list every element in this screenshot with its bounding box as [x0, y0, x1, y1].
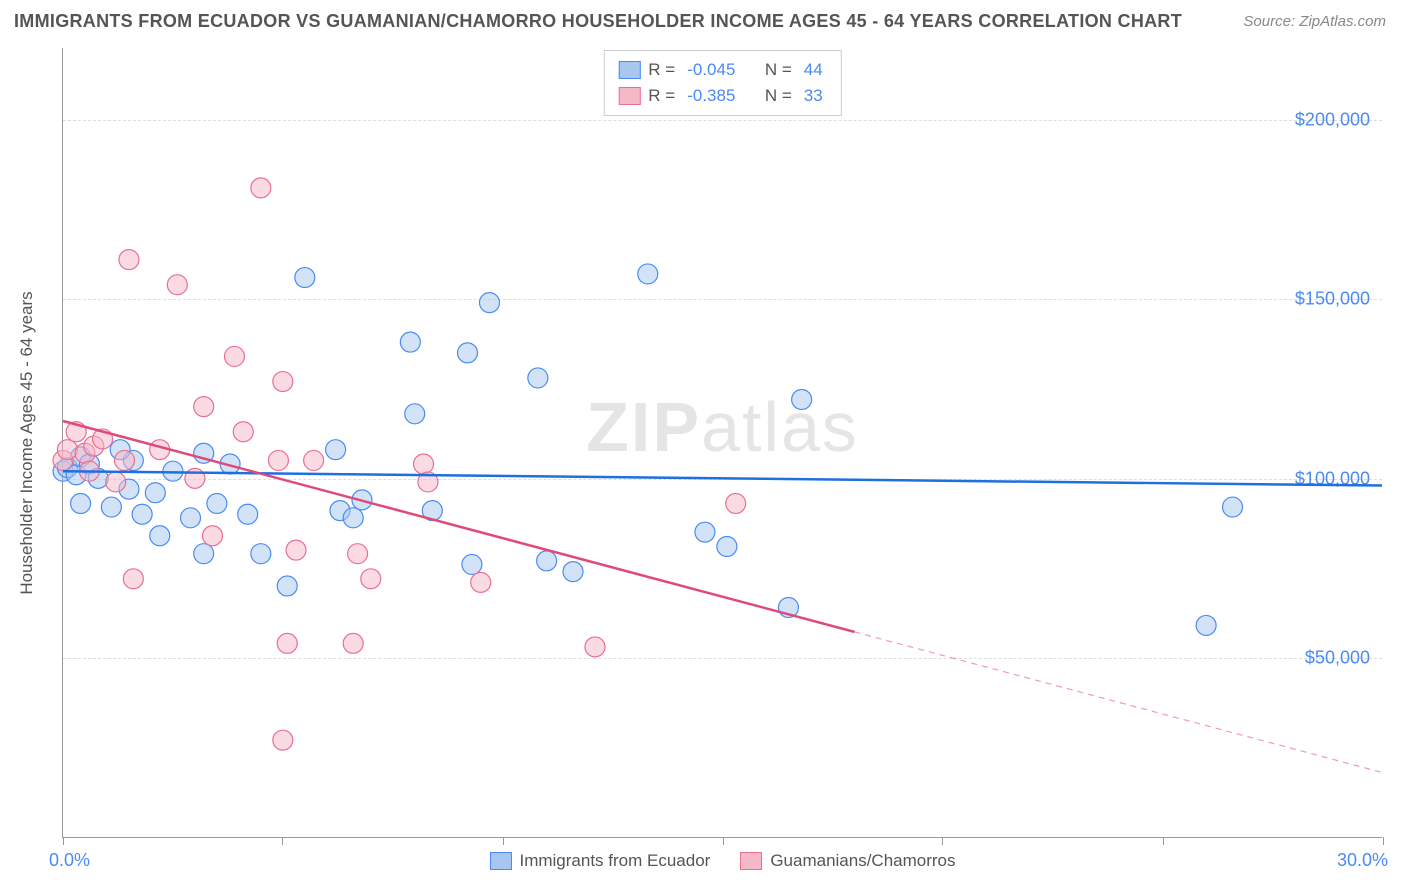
chart-header: IMMIGRANTS FROM ECUADOR VS GUAMANIAN/CHA… — [0, 0, 1406, 42]
R-prefix: R = — [648, 60, 675, 80]
scatter-point-guamanian — [585, 637, 605, 657]
xtick — [1163, 837, 1164, 845]
scatter-point-ecuador — [1196, 615, 1216, 635]
scatter-point-guamanian — [414, 454, 434, 474]
scatter-point-ecuador — [71, 493, 91, 513]
scatter-point-ecuador — [194, 544, 214, 564]
y-axis-title: Householder Income Ages 45 - 64 years — [17, 291, 37, 594]
legend-item-ecuador: Immigrants from Ecuador — [489, 851, 710, 871]
swatch-ecuador-icon — [489, 852, 511, 870]
chart-title: IMMIGRANTS FROM ECUADOR VS GUAMANIAN/CHA… — [14, 11, 1182, 32]
scatter-point-guamanian — [726, 493, 746, 513]
x-axis-max-label: 30.0% — [1337, 850, 1388, 871]
scatter-point-guamanian — [57, 440, 77, 460]
scatter-point-guamanian — [343, 633, 363, 653]
N-value-ecuador: 44 — [804, 60, 823, 80]
scatter-point-ecuador — [638, 264, 658, 284]
xtick — [503, 837, 504, 845]
xtick — [942, 837, 943, 845]
legend-stats-row-guamanian: R = -0.385 N = 33 — [618, 83, 826, 109]
scatter-point-ecuador — [458, 343, 478, 363]
scatter-point-guamanian — [273, 372, 293, 392]
scatter-point-guamanian — [224, 346, 244, 366]
scatter-point-guamanian — [233, 422, 253, 442]
source-name: ZipAtlas.com — [1299, 13, 1386, 30]
plot-area: Householder Income Ages 45 - 64 years $5… — [62, 48, 1382, 838]
R-value-guamanian: -0.385 — [687, 86, 735, 106]
scatter-point-guamanian — [286, 540, 306, 560]
scatter-point-ecuador — [400, 332, 420, 352]
scatter-point-ecuador — [207, 493, 227, 513]
scatter-point-ecuador — [405, 404, 425, 424]
N-value-guamanian: 33 — [804, 86, 823, 106]
N-prefix: N = — [765, 86, 792, 106]
xtick — [63, 837, 64, 845]
swatch-guamanian-icon — [618, 87, 640, 105]
scatter-point-ecuador — [563, 562, 583, 582]
scatter-point-ecuador — [343, 508, 363, 528]
scatter-point-guamanian — [106, 472, 126, 492]
scatter-point-ecuador — [101, 497, 121, 517]
N-prefix: N = — [765, 60, 792, 80]
scatter-point-ecuador — [150, 526, 170, 546]
scatter-point-ecuador — [528, 368, 548, 388]
scatter-point-guamanian — [194, 397, 214, 417]
legend-label-guamanian: Guamanians/Chamorros — [770, 851, 955, 871]
scatter-point-guamanian — [119, 250, 139, 270]
scatter-point-guamanian — [268, 450, 288, 470]
xtick — [282, 837, 283, 845]
scatter-point-guamanian — [202, 526, 222, 546]
scatter-point-ecuador — [717, 537, 737, 557]
trend-line-dashed-guamanian — [854, 632, 1382, 773]
xtick — [1383, 837, 1384, 845]
scatter-point-ecuador — [132, 504, 152, 524]
scatter-point-guamanian — [123, 569, 143, 589]
xtick — [723, 837, 724, 845]
scatter-point-ecuador — [251, 544, 271, 564]
x-axis-min-label: 0.0% — [49, 850, 90, 871]
legend-stats-box: R = -0.045 N = 44 R = -0.385 N = 33 — [603, 50, 841, 116]
scatter-point-ecuador — [479, 293, 499, 313]
source-attribution: Source: ZipAtlas.com — [1243, 13, 1386, 30]
scatter-point-ecuador — [238, 504, 258, 524]
trend-line-guamanian — [63, 421, 854, 632]
scatter-point-ecuador — [181, 508, 201, 528]
swatch-ecuador-icon — [618, 61, 640, 79]
legend-series: Immigrants from Ecuador Guamanians/Chamo… — [489, 851, 955, 871]
scatter-point-ecuador — [462, 554, 482, 574]
legend-label-ecuador: Immigrants from Ecuador — [519, 851, 710, 871]
scatter-point-ecuador — [792, 389, 812, 409]
R-prefix: R = — [648, 86, 675, 106]
scatter-point-ecuador — [277, 576, 297, 596]
scatter-point-ecuador — [1223, 497, 1243, 517]
scatter-point-guamanian — [348, 544, 368, 564]
scatter-point-ecuador — [145, 483, 165, 503]
swatch-guamanian-icon — [740, 852, 762, 870]
chart-svg — [63, 48, 1382, 837]
scatter-point-guamanian — [167, 275, 187, 295]
source-prefix: Source: — [1243, 13, 1299, 30]
R-value-ecuador: -0.045 — [687, 60, 735, 80]
legend-item-guamanian: Guamanians/Chamorros — [740, 851, 955, 871]
scatter-point-ecuador — [695, 522, 715, 542]
scatter-point-ecuador — [295, 268, 315, 288]
scatter-point-guamanian — [471, 572, 491, 592]
scatter-point-guamanian — [277, 633, 297, 653]
scatter-point-ecuador — [537, 551, 557, 571]
scatter-point-guamanian — [273, 730, 293, 750]
scatter-point-guamanian — [115, 450, 135, 470]
scatter-point-ecuador — [326, 440, 346, 460]
legend-stats-row-ecuador: R = -0.045 N = 44 — [618, 57, 826, 83]
scatter-point-guamanian — [361, 569, 381, 589]
scatter-point-guamanian — [251, 178, 271, 198]
scatter-point-guamanian — [304, 450, 324, 470]
